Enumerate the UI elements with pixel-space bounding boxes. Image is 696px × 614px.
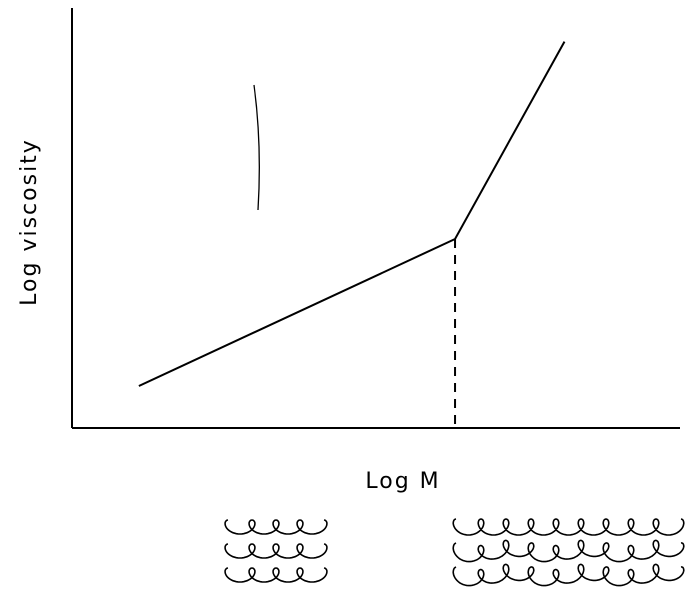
stray-mark — [254, 85, 259, 210]
chart: Log M Log viscosity — [0, 0, 696, 614]
data-line — [139, 42, 565, 386]
coil — [453, 519, 684, 535]
x-axis-label: Log M — [365, 469, 440, 494]
coil — [225, 544, 327, 558]
coil — [225, 568, 327, 582]
coil-illustrations — [225, 519, 684, 586]
coil — [453, 540, 684, 561]
coil — [225, 520, 327, 534]
y-axis-label: Log viscosity — [17, 138, 42, 306]
coil — [453, 564, 684, 585]
